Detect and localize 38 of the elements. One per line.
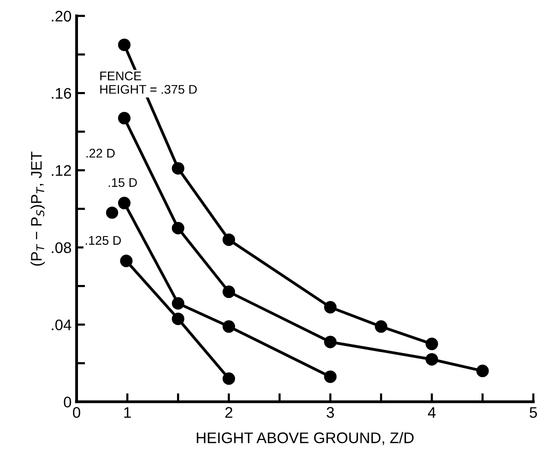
point (426, 353, 438, 366)
point (118, 38, 131, 52)
y-tick-label: .04 (52, 319, 72, 330)
x-tick-label: 5 (530, 407, 537, 418)
point (476, 364, 489, 378)
x-tick-label: 3 (326, 407, 334, 418)
x-tick-label: 4 (428, 407, 436, 418)
y-tick-label: .16 (52, 88, 72, 99)
y-tick-label: .20 (52, 10, 72, 22)
point (426, 338, 438, 350)
point (374, 320, 388, 333)
series-label: .15 D (108, 178, 137, 187)
y-tick-label: 0 (64, 396, 72, 408)
point (120, 254, 133, 268)
y-tick-label: .12 (52, 165, 71, 176)
x-axis-title: HEIGHT ABOVE GROUND, Z/D (196, 432, 414, 446)
x-tick-label: 2 (225, 407, 232, 418)
point (324, 300, 337, 314)
series-label: .22 D (86, 148, 115, 158)
x-tick-label: 1 (124, 407, 131, 418)
point (324, 370, 337, 383)
point (222, 372, 236, 385)
series-label: FENCE HEIGHT = .375 D (100, 71, 197, 94)
point (106, 206, 118, 219)
point (222, 286, 236, 298)
point (172, 222, 184, 234)
point (172, 162, 184, 175)
y-axis-title: (P$_{T}$ − P$_{S}$)P$_{T}$, JET (30, 152, 45, 266)
point (118, 196, 131, 210)
point (222, 320, 236, 333)
y-tick-label: .08 (52, 242, 72, 254)
point (324, 336, 337, 348)
point (172, 297, 184, 310)
point (222, 233, 236, 246)
x-tick-label: 0 (72, 407, 80, 418)
series-label: .125 D (86, 236, 121, 245)
point (118, 112, 131, 124)
point (172, 312, 184, 326)
